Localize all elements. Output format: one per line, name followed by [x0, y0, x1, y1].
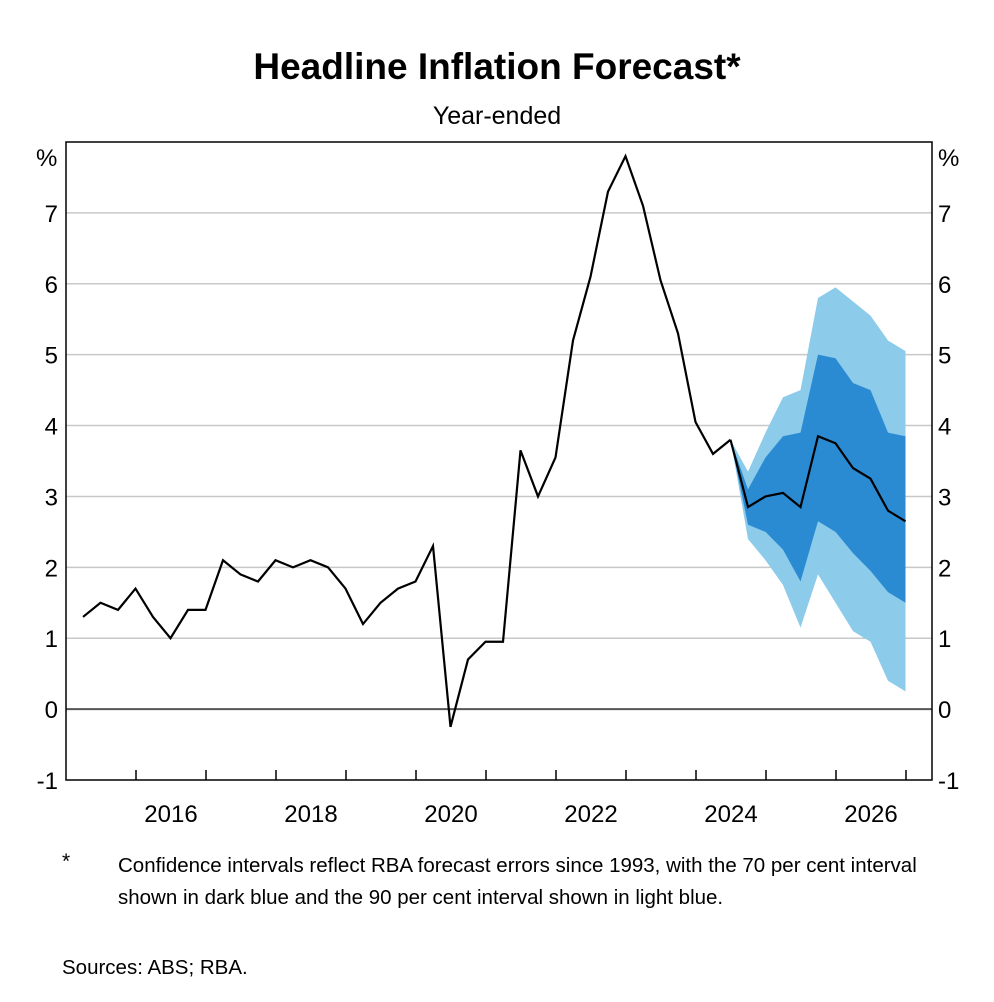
y-tick-label-left: -1: [37, 768, 58, 795]
y-tick-label-right: 1: [938, 626, 951, 653]
y-tick-label-right: 7: [938, 201, 951, 228]
y-tick-label-right: 2: [938, 555, 951, 582]
interval-70-band: [730, 354, 906, 603]
y-tick-label-left: 4: [45, 414, 58, 441]
x-tick-label: 2024: [704, 801, 757, 828]
sources-note: Sources: ABS; RBA.: [62, 956, 248, 979]
actual-line: [82, 153, 732, 728]
y-tick-label-right: 6: [938, 272, 951, 299]
footnote-marker: *: [62, 850, 71, 873]
x-tick-label: 2026: [844, 801, 897, 828]
y-tick-label-right: -1: [938, 768, 959, 795]
x-tick-label: 2022: [564, 801, 617, 828]
plot-frame: [65, 141, 933, 781]
y-tick-label-left: 0: [45, 697, 58, 724]
y-tick-label-left: 7: [45, 201, 58, 228]
chart-title: Headline Inflation Forecast*: [253, 46, 741, 87]
y-tick-label-left: 6: [45, 272, 58, 299]
forecast-line: [729, 434, 907, 523]
x-tick-label: 2016: [144, 801, 197, 828]
y-tick-label-left: 5: [45, 343, 58, 370]
x-tick-label: 2018: [284, 801, 337, 828]
y-tick-label-left: 2: [45, 555, 58, 582]
y-tick-label-right: 0: [938, 697, 951, 724]
y-unit-left: %: [36, 145, 57, 172]
y-tick-label-left: 3: [45, 484, 58, 511]
y-tick-label-right: 4: [938, 414, 951, 441]
y-unit-right: %: [938, 145, 959, 172]
chart-subtitle: Year-ended: [432, 102, 562, 130]
x-tick-label: 2020: [424, 801, 477, 828]
y-tick-label-right: 3: [938, 484, 951, 511]
y-tick-label-left: 1: [45, 626, 58, 653]
y-tick-label-right: 5: [938, 343, 951, 370]
footnote-text: Confidence intervals reflect RBA forecas…: [118, 854, 917, 909]
